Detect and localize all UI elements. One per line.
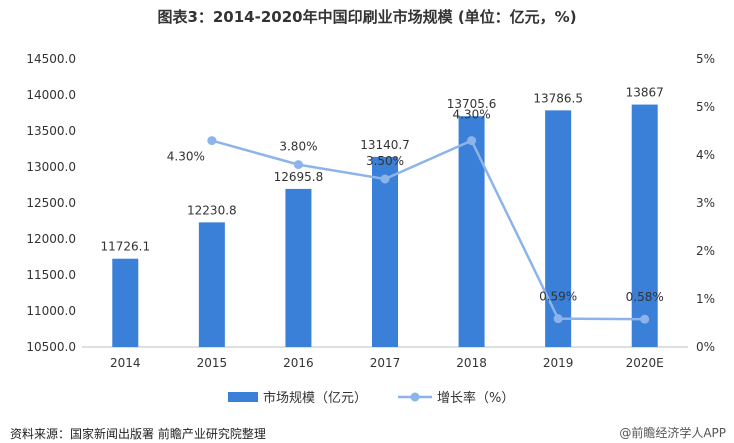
- x-tick-label: 2019: [543, 356, 574, 370]
- legend-line-marker: [410, 392, 420, 402]
- legend-bar-swatch: [228, 392, 258, 402]
- bar-data-label: 12695.8: [274, 170, 324, 184]
- y-left-tick-label: 14000.0: [26, 88, 76, 102]
- y-left-tick-label: 11500.0: [26, 268, 76, 282]
- y-right-tick-label: 2%: [696, 244, 715, 258]
- watermark-text: @前瞻经济学人APP: [619, 426, 726, 440]
- x-tick-label: 2017: [370, 356, 401, 370]
- y-right-tick-label: 1%: [696, 292, 715, 306]
- growth-rate-point-2015: [207, 136, 217, 146]
- x-tick-label: 2018: [456, 356, 487, 370]
- growth-rate-label: 0.59%: [539, 290, 577, 304]
- growth-rate-label: 4.30%: [453, 108, 491, 122]
- y-left-tick-label: 14500.0: [26, 52, 76, 66]
- y-left-tick-label: 13500.0: [26, 124, 76, 138]
- growth-rate-label: 0.58%: [626, 290, 664, 304]
- y-right-tick-label: 0%: [696, 340, 715, 354]
- source-note: 资料来源：国家新闻出版署 前瞻产业研究院整理: [10, 427, 266, 441]
- growth-rate-point-2018: [467, 136, 477, 146]
- bar-market-size-2017: [372, 156, 398, 347]
- x-tick-label: 2020E: [626, 356, 664, 370]
- growth-rate-label: 3.80%: [279, 140, 317, 154]
- x-tick-label: 2015: [197, 356, 228, 370]
- x-tick-label: 2016: [283, 356, 314, 370]
- growth-rate-point-2016: [293, 160, 303, 170]
- y-left-tick-label: 10500.0: [26, 340, 76, 354]
- bars-layer: [112, 104, 658, 348]
- bar-market-size-2016: [285, 188, 312, 347]
- bar-data-label: 13705.6: [447, 97, 497, 111]
- y-right-tick-label: 5%: [696, 100, 715, 114]
- bar-market-size-2019: [545, 110, 572, 347]
- axes-layer: 10500.0 11000.0 11500.0 12000.0 12500.0 13000…: [26, 52, 715, 370]
- y-right-tick-label: 3%: [696, 196, 715, 210]
- bar-data-label: 13140.7: [360, 138, 410, 152]
- bar-data-label: 12230.8: [187, 203, 237, 217]
- growth-rate-label: 3.50%: [366, 154, 404, 168]
- y-right-tick-label: 5%: [696, 52, 715, 66]
- y-left-tick-label: 13000.0: [26, 160, 76, 174]
- bar-data-label: 13786.5: [533, 91, 583, 105]
- data-labels-layer: 11726.1 12230.8 12695.8 13140.7 13705.6 13786…: [100, 86, 663, 305]
- growth-rate-point-2020E: [640, 314, 650, 324]
- growth-rate-point-2019: [553, 314, 563, 324]
- chart-title: 图表3：2014-2020年中国印刷业市场规模 (单位：亿元，%): [157, 8, 577, 26]
- bar-data-label: 11726.1: [100, 240, 150, 254]
- y-left-tick-label: 12000.0: [26, 232, 76, 246]
- bar-data-label: 13867: [626, 86, 664, 100]
- y-left-tick-label: 12500.0: [26, 196, 76, 210]
- y-left-tick-label: 11000.0: [26, 304, 76, 318]
- legend: 市场规模（亿元） 增长率（%）: [228, 390, 514, 406]
- legend-bar-label: 市场规模（亿元）: [263, 390, 367, 406]
- growth-rate-line: [211, 138, 645, 321]
- bar-market-size-2014: [112, 258, 139, 347]
- x-tick-label: 2014: [110, 356, 141, 370]
- growth-line-layer: [207, 136, 650, 324]
- bar-market-size-2015: [198, 222, 225, 347]
- growth-rate-label: 4.30%: [167, 150, 205, 164]
- legend-line-label: 增长率（%）: [437, 390, 514, 406]
- bar-market-size-2018: [458, 116, 485, 347]
- bar-market-size-2020E: [631, 104, 658, 348]
- y-right-tick-label: 4%: [696, 148, 715, 162]
- growth-rate-point-2017: [380, 174, 390, 184]
